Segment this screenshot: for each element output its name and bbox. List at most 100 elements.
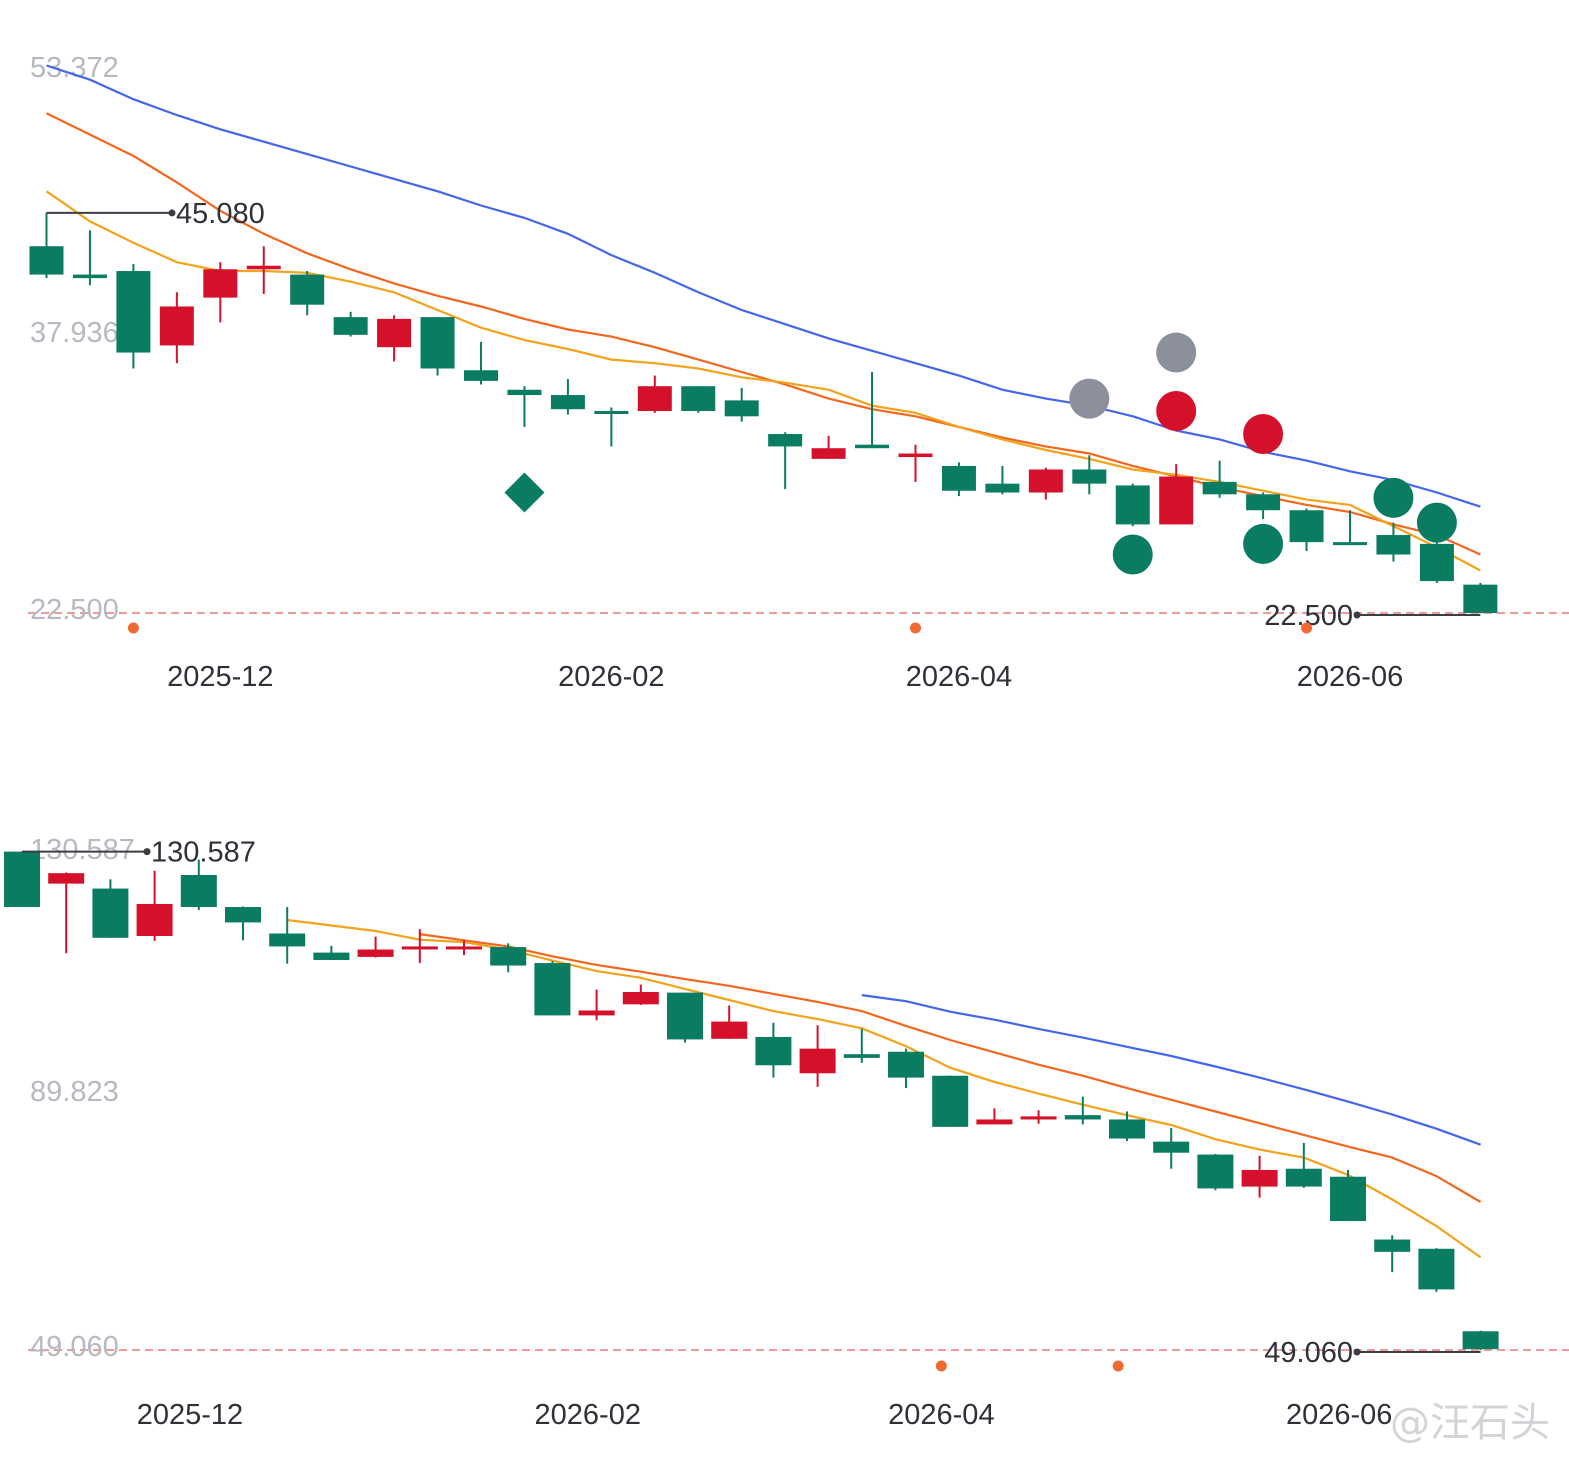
y-tick-label: 130.587 bbox=[30, 834, 135, 866]
candle-body bbox=[855, 444, 890, 449]
candle-body bbox=[290, 274, 325, 305]
candle-body bbox=[313, 952, 350, 960]
candle-body bbox=[1197, 1154, 1234, 1189]
candle-body bbox=[1109, 1119, 1145, 1139]
x-tick-label: 2026-02 bbox=[558, 661, 664, 693]
low-marker-dot bbox=[1353, 611, 1361, 619]
candle-body bbox=[4, 851, 40, 908]
y-tick-label: 49.060 bbox=[30, 1331, 119, 1363]
high-price-label: 130.587 bbox=[151, 837, 256, 869]
signal-diamond-marker bbox=[504, 472, 545, 513]
candle-body bbox=[534, 963, 571, 1016]
ma-mid-line bbox=[419, 933, 1482, 1203]
candle-body bbox=[159, 306, 194, 346]
candle-body bbox=[1153, 1141, 1190, 1153]
x-tick-label: 2026-04 bbox=[888, 1399, 994, 1431]
candle-body bbox=[464, 370, 498, 381]
candle-body bbox=[594, 411, 629, 415]
candle-body bbox=[888, 1051, 924, 1078]
candle-body bbox=[180, 875, 217, 908]
y-tick-label: 22.500 bbox=[30, 594, 119, 626]
candle-body bbox=[637, 386, 672, 412]
high-marker-dot bbox=[143, 848, 151, 856]
candle-body bbox=[225, 907, 261, 923]
x-tick-label: 2026-06 bbox=[1297, 661, 1403, 693]
candle-body bbox=[446, 946, 482, 950]
candle-body bbox=[932, 1075, 969, 1127]
candle-body bbox=[843, 1054, 880, 1058]
candle-body bbox=[136, 903, 173, 936]
candle-body bbox=[92, 888, 129, 938]
candle-body bbox=[898, 453, 933, 458]
ma-short-line bbox=[45, 190, 1481, 572]
candle-body bbox=[1159, 476, 1194, 525]
candle-body bbox=[1330, 1176, 1366, 1222]
x-tick-label: 2026-04 bbox=[906, 661, 1012, 693]
candle-body bbox=[377, 318, 412, 348]
y-tick-label: 89.823 bbox=[30, 1076, 119, 1108]
candle-body bbox=[667, 992, 703, 1040]
candle-body bbox=[401, 946, 438, 950]
price-chart-bottom: 130.587 89.823 49.060 130.587 49.060 2025-12 2… bbox=[4, 834, 1569, 1431]
axis-event-dot bbox=[127, 622, 139, 634]
candle-body bbox=[116, 271, 151, 353]
signal-circle-marker bbox=[1156, 391, 1197, 432]
signal-circle-marker bbox=[1416, 502, 1457, 543]
candle-body bbox=[1463, 584, 1498, 613]
candle-body bbox=[976, 1119, 1013, 1125]
axis-event-dot bbox=[1112, 1360, 1124, 1372]
ma-long-line bbox=[861, 994, 1481, 1146]
candle-body bbox=[711, 1021, 748, 1039]
candle-body bbox=[1333, 542, 1367, 546]
candle-body bbox=[799, 1048, 836, 1074]
candle-body bbox=[1374, 1239, 1411, 1252]
candle-body bbox=[1285, 1168, 1322, 1187]
candle-body bbox=[420, 317, 455, 369]
x-tick-label: 2026-06 bbox=[1286, 1399, 1392, 1431]
candle-body bbox=[1418, 1248, 1455, 1290]
high-price-label: 45.080 bbox=[176, 198, 265, 230]
x-tick-label: 2025-12 bbox=[137, 1399, 243, 1431]
low-marker-dot bbox=[1353, 1348, 1361, 1356]
candle-body bbox=[578, 1010, 615, 1016]
candle-body bbox=[811, 448, 846, 459]
candle-body bbox=[1202, 481, 1237, 495]
candle-body bbox=[1241, 1169, 1278, 1187]
candle-body bbox=[622, 992, 659, 1005]
candle-body bbox=[1246, 494, 1281, 511]
candle-body bbox=[1064, 1115, 1101, 1120]
candle-body bbox=[357, 949, 394, 957]
candle-body bbox=[1462, 1331, 1499, 1350]
ma-long-line bbox=[46, 64, 1481, 508]
candle-body bbox=[1020, 1116, 1057, 1120]
candle-body bbox=[1376, 535, 1411, 555]
candle-body bbox=[29, 246, 64, 275]
axis-event-dot bbox=[935, 1360, 947, 1372]
signal-circle-marker bbox=[1112, 534, 1153, 575]
y-tick-label: 53.372 bbox=[30, 52, 119, 84]
ma-short-line bbox=[287, 918, 1482, 1259]
candle-body bbox=[1289, 510, 1324, 543]
candle-body bbox=[1419, 543, 1454, 582]
candle-body bbox=[755, 1036, 792, 1066]
candle-body bbox=[333, 317, 368, 335]
low-price-label: 49.060 bbox=[1264, 1337, 1353, 1369]
candle-body bbox=[941, 465, 976, 491]
candle-body bbox=[490, 947, 527, 966]
candle-body bbox=[507, 389, 542, 396]
candle-body bbox=[48, 873, 85, 884]
candle-body bbox=[269, 933, 306, 947]
x-tick-label: 2025-12 bbox=[167, 661, 273, 693]
candle-body bbox=[768, 434, 803, 447]
watermark: @汪石头 bbox=[1390, 1400, 1550, 1446]
candle-body bbox=[72, 274, 107, 279]
candle-body bbox=[1028, 469, 1063, 493]
axis-event-dot bbox=[910, 622, 921, 634]
candle-body bbox=[681, 386, 716, 412]
candle-body bbox=[1115, 485, 1150, 525]
candle-body bbox=[246, 265, 281, 270]
axis-event-dot bbox=[1301, 622, 1313, 634]
signal-circle-marker bbox=[1069, 378, 1110, 419]
